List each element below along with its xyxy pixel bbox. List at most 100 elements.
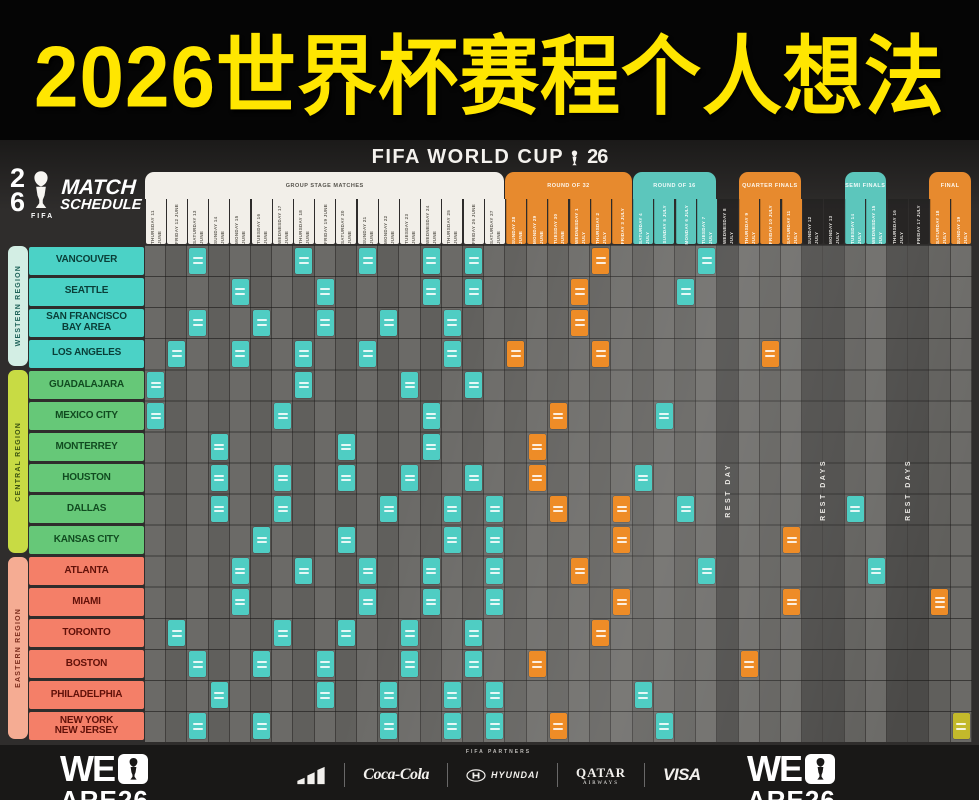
- cell-text-mark: [574, 323, 585, 326]
- grid-column: [293, 245, 315, 742]
- date-column-header: SATURDAY 11 JULY: [781, 199, 802, 244]
- match-cell: [443, 340, 461, 367]
- date-column-header: SATURDAY 13 JUNE: [188, 199, 208, 244]
- cell-text-mark: [235, 350, 246, 353]
- date-label: THURSDAY 18 JUNE: [298, 209, 310, 244]
- date-label: WEDNESDAY 17 JUNE: [276, 205, 289, 244]
- cell-text-mark: [659, 417, 670, 420]
- match-cell: [952, 713, 970, 740]
- match-cell: [698, 558, 716, 585]
- cell-text-mark: [298, 386, 309, 388]
- match-cell: [231, 278, 249, 305]
- cell-text-mark: [298, 567, 309, 570]
- hyundai-h-icon: [466, 768, 486, 782]
- match-cell: [422, 433, 440, 460]
- match-cell: [359, 340, 376, 367]
- match-cell: [401, 620, 419, 647]
- match-cell: [592, 247, 610, 274]
- rest-day-text: REST DAYS: [819, 459, 827, 521]
- cell-text-mark: [383, 323, 394, 326]
- date-column-header: WEDNESDAY 8 JULY: [718, 199, 738, 244]
- date-label: THURSDAY 11 JUNE: [149, 210, 162, 244]
- cell-text-mark: [447, 510, 458, 513]
- cell-text-mark: [235, 598, 246, 601]
- cell-text-mark: [468, 474, 479, 477]
- cell-text-mark: [320, 288, 331, 291]
- cell-text-mark: [362, 603, 373, 606]
- date-column-header: SATURDAY 27 JUNE: [484, 199, 505, 244]
- cell-text-mark: [214, 692, 225, 695]
- cell-text-mark: [235, 354, 246, 357]
- match-cell: [528, 464, 546, 491]
- cell-text-mark: [532, 479, 543, 482]
- cell-text-mark: [447, 696, 458, 699]
- match-cell: [465, 620, 482, 647]
- grid-column: [653, 245, 675, 742]
- match-cell: [443, 527, 461, 554]
- match-cell: [316, 682, 334, 709]
- match-cell: [337, 620, 355, 647]
- match-cell: [380, 682, 398, 709]
- hyundai-logo: HYUNDAI: [466, 768, 539, 782]
- match-cell: [613, 496, 631, 522]
- match-cell: [210, 496, 228, 522]
- cell-text-mark: [341, 474, 352, 477]
- cell-text-mark: [468, 292, 479, 295]
- match-cell: [253, 527, 270, 554]
- cell-text-mark: [320, 661, 331, 664]
- cell-text-mark: [235, 292, 246, 295]
- we26-trophy-badge: [118, 754, 148, 784]
- stage-band-label: SEMI FINALS: [845, 182, 886, 189]
- region-strip: CENTRAL REGION: [8, 370, 28, 553]
- date-column-header: SUNDAY 5 JULY: [654, 199, 675, 244]
- match-cell: [867, 558, 885, 585]
- we26-line1: WE: [747, 752, 937, 787]
- cell-text-mark: [362, 572, 373, 575]
- date-label: WEDNESDAY 15 JULY: [870, 205, 883, 244]
- date-label: FRIDAY 10 JULY: [768, 204, 774, 244]
- cell-text-mark: [489, 505, 500, 508]
- emblem-digit-6: 6: [10, 187, 25, 217]
- city-cell: BOSTON: [29, 650, 144, 679]
- cell-text-mark: [192, 319, 203, 322]
- match-cell: [231, 589, 249, 616]
- cell-text-mark: [277, 510, 288, 513]
- cell-text-mark: [404, 630, 415, 632]
- date-label: TUESDAY 23 JUNE: [404, 213, 416, 244]
- poster-title: 2026世界杯赛程个人想法: [34, 28, 945, 126]
- region-label: EASTERN REGION: [14, 607, 22, 688]
- fifa-wordmark: FIFA: [31, 213, 55, 220]
- cell-text-mark: [277, 630, 288, 632]
- cell-text-mark: [235, 603, 246, 606]
- cell-text-mark: [510, 350, 521, 353]
- date-column-header: THURSDAY 11 JUNE: [145, 199, 166, 244]
- city-cell: HOUSTON: [29, 463, 144, 492]
- sponsors-block: FIFA PARTNERS Coca-Cola HYUNDAI QATAR AI…: [250, 749, 747, 787]
- stage-band-qf: QUARTER FINALS: [738, 172, 802, 199]
- date-column-header: WEDNESDAY 24 JUNE: [421, 199, 442, 244]
- sponsor-divider: [644, 763, 646, 787]
- match-cell: [147, 402, 164, 429]
- date-column-header: THURSDAY 18 JUNE: [294, 199, 314, 244]
- cell-text-mark: [680, 505, 691, 508]
- date-label: SATURDAY 27 JUNE: [488, 210, 501, 244]
- date-column-header: THURSDAY 16 JULY: [887, 199, 908, 244]
- cell-text-mark: [934, 605, 945, 608]
- rest-day-label: REST DAY: [720, 408, 736, 572]
- city-cell: PHILADELPHIA: [29, 681, 144, 710]
- we26-logo-left: WE ARE26: [60, 752, 250, 800]
- cell-text-mark: [616, 505, 627, 508]
- cell-text-mark: [298, 572, 309, 575]
- cell-text-mark: [341, 541, 352, 544]
- cell-text-mark: [192, 665, 203, 668]
- match-cell: [189, 309, 207, 336]
- cell-text-mark: [256, 665, 267, 668]
- cell-text-mark: [616, 541, 627, 544]
- cell-text-mark: [171, 350, 182, 353]
- qatar-airways-logo: QATAR AIRWAYS: [576, 765, 626, 786]
- grid-column: [696, 245, 718, 742]
- date-column-header: THURSDAY 2 JULY: [590, 199, 611, 244]
- we26-line1: WE: [60, 752, 250, 787]
- cell-text-mark: [871, 572, 882, 575]
- stage-band-label: FINAL: [940, 182, 960, 189]
